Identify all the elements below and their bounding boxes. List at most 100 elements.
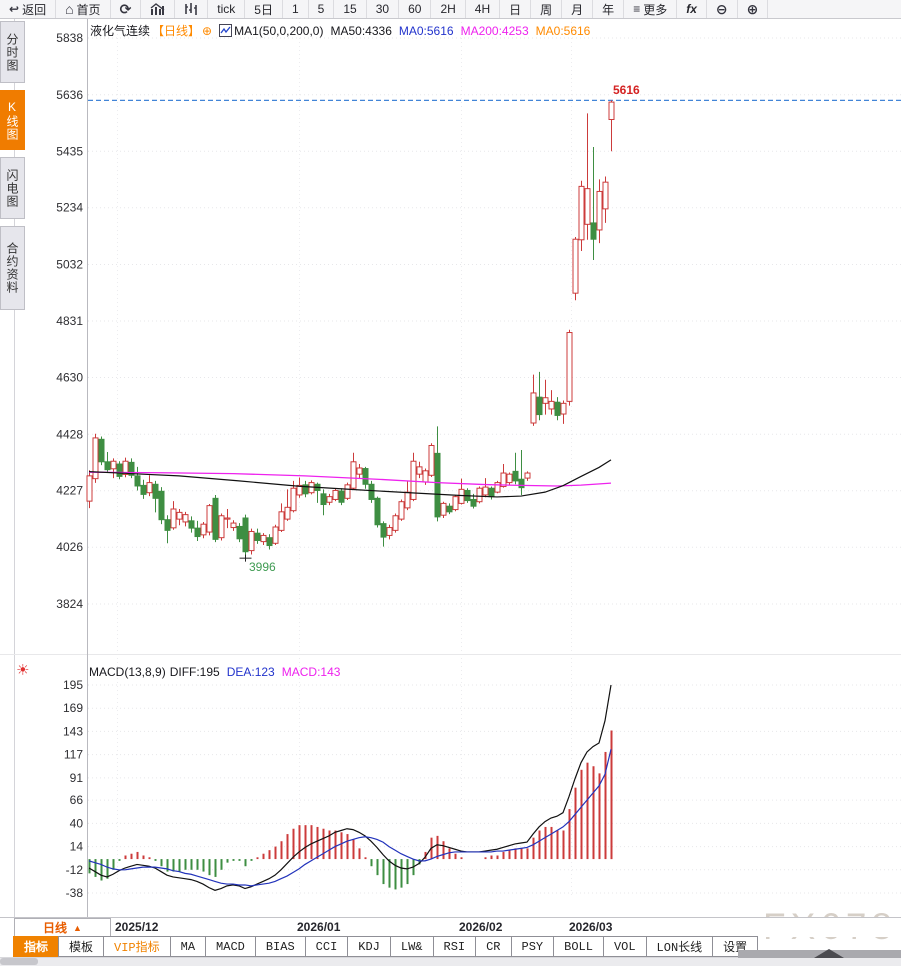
fx-label: fx — [686, 2, 697, 16]
tab-lon-longline[interactable]: LON长线 — [645, 936, 714, 957]
svg-text:-38: -38 — [66, 886, 84, 900]
triangle-up-icon: ▲ — [73, 922, 82, 933]
svg-text:169: 169 — [63, 701, 83, 715]
ma-formula: MA1(50,0,200,0) — [234, 24, 324, 38]
date-axis-row: 日线 ▲ 2025/12 2026/01 2026/02 2026/03 — [0, 917, 901, 937]
tab-vol[interactable]: VOL — [602, 936, 647, 957]
sidebar-item-kline-chart[interactable]: K线图 — [0, 90, 25, 150]
interval-year-button[interactable]: 年 — [593, 0, 625, 18]
tab-boll[interactable]: BOLL — [553, 936, 604, 957]
zoom-out-button[interactable]: ⊖ — [707, 0, 738, 18]
tab-lw[interactable]: LW& — [389, 936, 434, 957]
home-button[interactable]: ⌂ 首页 — [56, 0, 111, 18]
tab-rsi[interactable]: RSI — [432, 936, 477, 957]
home-label: 首页 — [76, 2, 101, 17]
5d-label: 5日 — [254, 2, 273, 17]
month-axis-label: 2026/03 — [569, 920, 613, 934]
dea-value: DEA:123 — [226, 665, 275, 679]
svg-text:4026: 4026 — [56, 540, 83, 554]
tab-vip-indicators[interactable]: VIP指标 — [103, 936, 171, 957]
toolbar-spacer — [768, 0, 901, 18]
chart-type-sidebar: 分时图 K线图 闪电图 合约资料 — [0, 21, 27, 317]
svg-text:5234: 5234 — [56, 201, 83, 215]
svg-text:14: 14 — [70, 840, 84, 854]
period-selector[interactable]: 日线 ▲ — [14, 918, 111, 937]
menu-icon: ≡ — [633, 2, 641, 16]
interval-day-button[interactable]: 日 — [500, 0, 532, 18]
4h-label: 4H — [474, 2, 491, 16]
svg-text:5435: 5435 — [56, 144, 83, 158]
sidebar-item-time-share-chart[interactable]: 分时图 — [0, 21, 25, 83]
ma200-value: MA200:4253 — [460, 24, 529, 38]
interval-tick-button[interactable]: tick — [208, 0, 246, 18]
more-button[interactable]: ≡ 更多 — [624, 0, 678, 18]
left-panel-divider — [14, 18, 15, 936]
kline-mini-icon — [219, 24, 233, 37]
day-label: 日 — [509, 2, 522, 17]
svg-text:91: 91 — [70, 771, 84, 785]
svg-text:4831: 4831 — [56, 314, 83, 328]
refresh-icon: ⟳ — [119, 1, 132, 17]
home-icon: ⌂ — [65, 1, 74, 17]
interval-15m-button[interactable]: 15 — [334, 0, 367, 18]
interval-5d-button[interactable]: 5日 — [245, 0, 283, 18]
interval-2h-button[interactable]: 2H — [431, 0, 466, 18]
interval-1m-button[interactable]: 1 — [283, 0, 309, 18]
add-indicator-icon[interactable]: ⊕ — [202, 24, 213, 38]
last-price-label: 5616 — [613, 83, 640, 98]
interval-5m-button[interactable]: 5 — [309, 0, 335, 18]
5m-label: 5 — [317, 2, 325, 16]
week-label: 周 — [540, 2, 553, 17]
month-axis-label: 2026/02 — [459, 920, 503, 934]
bottom-scroll-blob[interactable] — [0, 958, 38, 965]
interval-60m-button[interactable]: 60 — [399, 0, 432, 18]
60m-label: 60 — [408, 2, 422, 16]
interval-month-button[interactable]: 月 — [562, 0, 594, 18]
diff-value: DIFF:195 — [169, 665, 220, 679]
more-label: 更多 — [643, 2, 668, 17]
month-axis-label: 2025/12 — [115, 920, 159, 934]
chart-canvas[interactable]: 5838 5636 5435 5234 5032 4831 4630 4428 4227 4026… — [0, 18, 901, 917]
ohlc-bars-button[interactable] — [175, 0, 209, 18]
sidebar-item-lightning-chart[interactable]: 闪电图 — [0, 157, 25, 219]
year-label: 年 — [602, 2, 615, 17]
macd-alert-sun-icon[interactable]: ☀ — [16, 662, 30, 679]
scrollbar-arrow-icon[interactable] — [814, 949, 844, 958]
zoom-in-icon: ⊕ — [746, 1, 759, 17]
period-tag: 【日线】 — [152, 24, 201, 38]
svg-text:-12: -12 — [66, 863, 84, 877]
interval-4h-button[interactable]: 4H — [466, 0, 501, 18]
svg-text:143: 143 — [63, 724, 83, 738]
interval-week-button[interactable]: 周 — [531, 0, 563, 18]
tab-cci[interactable]: CCI — [304, 936, 349, 957]
main-chart-header: 液化气连续 【日线】 ⊕ MA1(50,0,200,0) MA50:4336 MA0:56… — [90, 22, 597, 39]
svg-text:5032: 5032 — [56, 258, 83, 272]
macd-formula: MACD(13,8,9) — [89, 665, 166, 679]
zoom-in-button[interactable]: ⊕ — [738, 0, 769, 18]
sidebar-item-contract-info[interactable]: 合约资料 — [0, 226, 25, 310]
indicator-tab-bar: 指标 模板 VIP指标 MA MACD BIAS CCI KDJ LW& RSI… — [13, 936, 759, 957]
trend-chart-icon — [150, 3, 165, 15]
trend-chart-button[interactable] — [141, 0, 176, 18]
tab-cr[interactable]: CR — [475, 936, 512, 957]
period-selector-label: 日线 — [43, 921, 68, 935]
tab-kdj[interactable]: KDJ — [347, 936, 391, 957]
interval-30m-button[interactable]: 30 — [367, 0, 400, 18]
tab-psy[interactable]: PSY — [510, 936, 555, 957]
month-axis-label: 2026/01 — [297, 920, 341, 934]
tab-macd[interactable]: MACD — [205, 936, 256, 957]
svg-text:5636: 5636 — [56, 88, 83, 102]
tab-ma[interactable]: MA — [169, 936, 207, 957]
macd-header: MACD(13,8,9) DIFF:195 DEA:123 MACD:143 — [89, 665, 347, 679]
1m-label: 1 — [291, 2, 299, 16]
svg-text:5838: 5838 — [56, 31, 83, 45]
formula-fx-button[interactable]: fx — [677, 0, 707, 18]
tab-indicators[interactable]: 指标 — [13, 936, 60, 957]
back-button[interactable]: ↩ 返回 — [0, 0, 57, 18]
2h-label: 2H — [440, 2, 456, 16]
tab-bias[interactable]: BIAS — [254, 936, 306, 957]
refresh-button[interactable]: ⟳ — [111, 0, 142, 18]
tab-templates[interactable]: 模板 — [58, 936, 105, 957]
svg-text:195: 195 — [63, 678, 83, 692]
symbol-name: 液化气连续 — [90, 24, 151, 38]
